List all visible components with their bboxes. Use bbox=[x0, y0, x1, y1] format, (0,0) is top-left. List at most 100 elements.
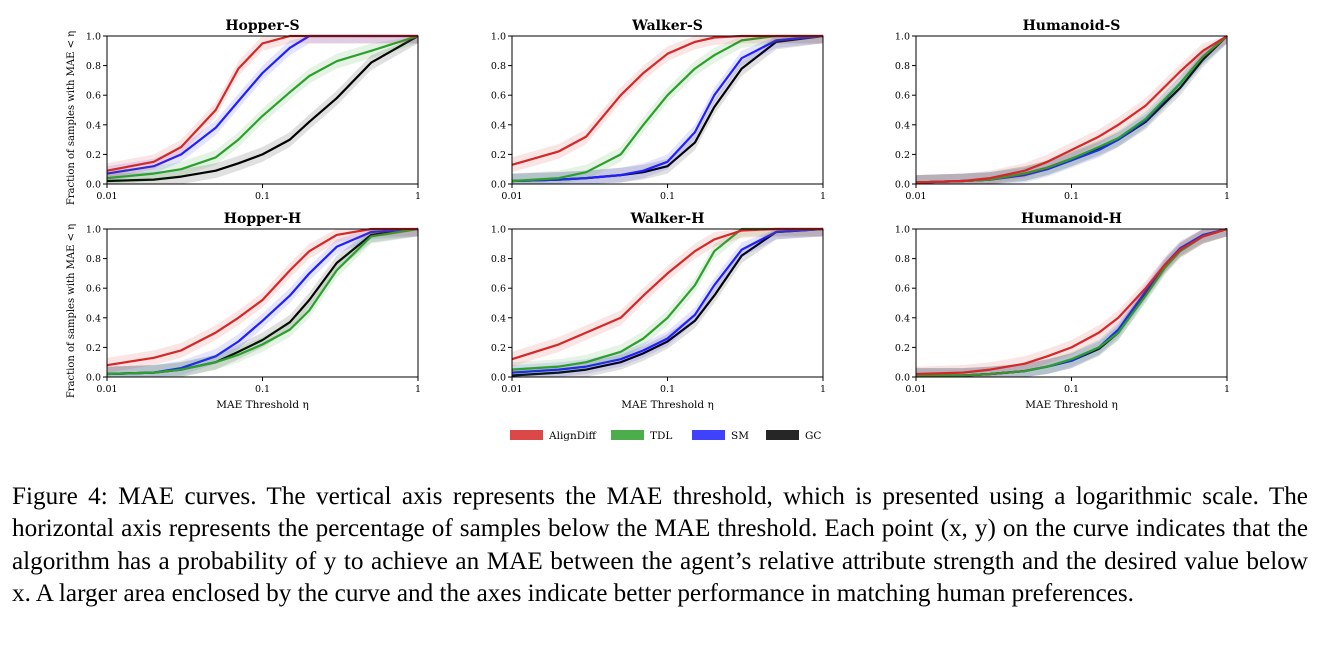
y-tick-label: 1.0 bbox=[491, 225, 506, 236]
plot-frame bbox=[915, 35, 1228, 185]
series-band-sm bbox=[916, 229, 1227, 377]
plot-title: Humanoid-S bbox=[1023, 18, 1121, 34]
x-tick-label: 0.01 bbox=[905, 191, 926, 202]
series-band-gc bbox=[512, 36, 823, 184]
plot-frame bbox=[106, 228, 419, 378]
y-tick-label: 0.0 bbox=[86, 373, 101, 384]
y-axis-label: Fraction of samples with MAE < η bbox=[66, 224, 77, 398]
x-tick-label: 0.01 bbox=[96, 191, 117, 202]
series-band-tdl bbox=[916, 36, 1227, 184]
legend-label: AlignDiff bbox=[548, 430, 598, 442]
y-tick-label: 0.6 bbox=[895, 91, 910, 102]
series-line-aligndiff bbox=[915, 35, 1228, 184]
series-band-sm bbox=[512, 229, 823, 377]
y-tick-label: 0.6 bbox=[86, 284, 101, 295]
y-tick-label: 0.0 bbox=[86, 180, 101, 191]
series-line-aligndiff bbox=[106, 227, 418, 367]
series-band-gc bbox=[512, 229, 823, 377]
series-band-sm bbox=[916, 36, 1227, 184]
legend-swatch-gc bbox=[766, 430, 799, 440]
y-tick-label: 0.4 bbox=[895, 313, 910, 324]
y-tick-label: 0.6 bbox=[86, 91, 101, 102]
series-band-tdl bbox=[107, 36, 418, 184]
series-line-tdl bbox=[511, 34, 823, 183]
y-tick-label: 0.2 bbox=[491, 150, 506, 161]
plot-walker-h: Walker-H 0.0 0.2 0.4 0.6 0.8 1.0 0.01 0.1 1 MAE Th… bbox=[491, 211, 826, 411]
legend-label: GC bbox=[805, 430, 821, 442]
y-tick-label: 0.4 bbox=[491, 313, 506, 324]
y-tick-label: 0.8 bbox=[895, 254, 910, 265]
y-tick-label: 0.6 bbox=[491, 91, 506, 102]
series-band-sm bbox=[512, 36, 823, 184]
plot-title: Walker-S bbox=[631, 18, 703, 34]
plot-humanoid-h: Humanoid-H 0.0 0.2 0.4 0.6 0.8 1.0 0.01 0.1 1 MAE … bbox=[895, 211, 1230, 411]
series-line-tdl bbox=[915, 35, 1228, 184]
x-tick-label: 0.1 bbox=[255, 191, 270, 202]
plot-walker-s: Walker-S 0.0 0.2 0.4 0.6 0.8 1.0 0.01 0.1 1 bbox=[491, 18, 826, 202]
y-tick-label: 0.4 bbox=[86, 120, 101, 131]
figure-caption: Figure 4: MAE curves. The vertical axis … bbox=[12, 483, 1308, 608]
mae-curves-figure: Hopper-S0.00.20.40.60.81.00.01 0.1 1Fracti… bbox=[66, 18, 1230, 442]
series-band-gc bbox=[916, 36, 1227, 184]
series-line-gc bbox=[106, 35, 419, 183]
y-tick-label: 0.0 bbox=[491, 373, 506, 384]
legend-label: SM bbox=[731, 430, 749, 442]
plot-title: Hopper-S bbox=[225, 18, 299, 34]
series-line-aligndiff bbox=[511, 227, 823, 361]
y-tick-label: 1.0 bbox=[86, 32, 101, 43]
x-tick-label: 0.01 bbox=[501, 191, 522, 202]
plot-frame bbox=[106, 35, 419, 185]
series-band-aligndiff bbox=[916, 36, 1227, 184]
y-tick-label: 0.2 bbox=[895, 343, 910, 354]
series-line-sm bbox=[511, 34, 824, 183]
legend-label: TDL bbox=[650, 430, 672, 442]
legend-swatch-tdl bbox=[611, 430, 644, 440]
y-tick-label: 0.0 bbox=[895, 180, 910, 191]
series-band-aligndiff bbox=[916, 229, 1227, 377]
y-tick-label: 0.6 bbox=[895, 284, 910, 295]
y-tick-label: 0.8 bbox=[86, 61, 101, 72]
x-tick-label: 1 bbox=[415, 384, 421, 395]
x-tick-label: 0.01 bbox=[96, 384, 117, 395]
y-tick-label: 0.4 bbox=[86, 313, 101, 324]
y-tick-label: 0.8 bbox=[86, 254, 101, 265]
y-tick-label: 0.8 bbox=[895, 61, 910, 72]
y-tick-label: 0.4 bbox=[491, 120, 506, 131]
series-band-tdl bbox=[916, 229, 1227, 377]
x-tick-label: 0.1 bbox=[255, 384, 270, 395]
series-line-tdl bbox=[106, 34, 419, 180]
y-tick-label: 0.0 bbox=[895, 373, 910, 384]
x-tick-label: 1 bbox=[1224, 191, 1230, 202]
y-tick-label: 0.6 bbox=[491, 284, 506, 295]
plot-humanoid-s: Humanoid-S 0.0 0.2 0.4 0.6 0.8 1.0 0.01 0.1 1 bbox=[895, 18, 1230, 202]
legend-swatch-sm bbox=[692, 430, 725, 440]
y-tick-label: 0.8 bbox=[491, 61, 506, 72]
series-line-sm bbox=[511, 227, 824, 374]
x-tick-label: 1 bbox=[820, 384, 826, 395]
y-tick-label: 0.2 bbox=[86, 150, 101, 161]
series-band-aligndiff bbox=[512, 36, 823, 173]
plot-frame bbox=[915, 228, 1228, 378]
series-line-gc bbox=[511, 227, 824, 377]
plot-title: Hopper-H bbox=[224, 211, 301, 227]
x-axis-label: MAE Threshold η bbox=[216, 399, 309, 411]
plot-frame bbox=[511, 228, 824, 378]
legend-swatch-aligndiff bbox=[510, 430, 543, 440]
y-tick-label: 1.0 bbox=[895, 225, 910, 236]
x-tick-label: 0.1 bbox=[1064, 384, 1079, 395]
y-tick-label: 0.2 bbox=[895, 150, 910, 161]
x-tick-label: 0.1 bbox=[660, 384, 675, 395]
y-tick-label: 0.4 bbox=[895, 120, 910, 131]
plot-title: Walker-H bbox=[630, 211, 705, 227]
y-tick-label: 1.0 bbox=[86, 225, 101, 236]
y-axis-label: Fraction of samples with MAE < η bbox=[66, 31, 77, 205]
series-line-aligndiff bbox=[915, 227, 1228, 376]
series-line-tdl bbox=[106, 227, 419, 376]
plot-hopper-s: Hopper-S 0.0 0.2 0.4 0.6 0.8 1.0 0.01 0.1 1 Fracti… bbox=[66, 18, 421, 205]
x-tick-label: 1 bbox=[820, 191, 826, 202]
y-tick-label: 1.0 bbox=[895, 32, 910, 43]
y-tick-label: 0.8 bbox=[491, 254, 506, 265]
series-band-tdl bbox=[512, 229, 823, 377]
y-tick-label: 1.0 bbox=[491, 32, 506, 43]
y-tick-label: 0.0 bbox=[491, 180, 506, 191]
